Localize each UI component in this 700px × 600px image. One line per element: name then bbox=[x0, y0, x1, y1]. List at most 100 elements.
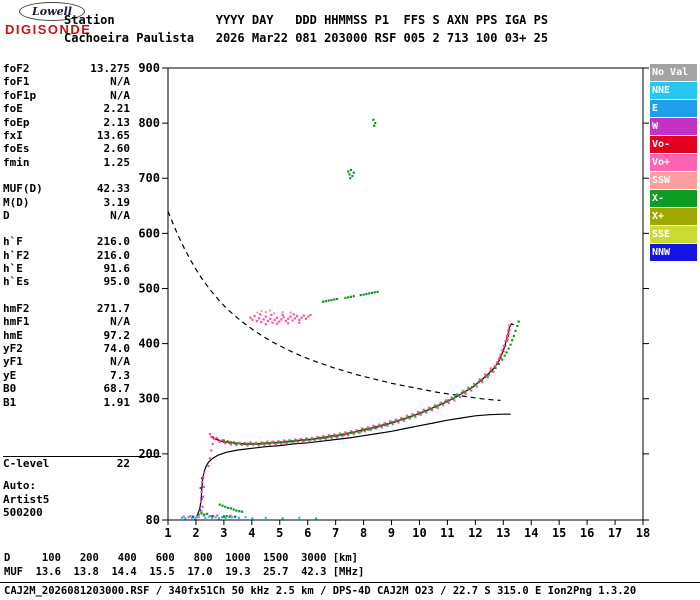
param-row-md: M(D) 3.19 bbox=[3, 196, 130, 209]
param-label: fmin bbox=[3, 155, 30, 169]
param-label: foF1p bbox=[3, 88, 37, 102]
param-label: Auto: bbox=[3, 479, 37, 493]
svg-text:7: 7 bbox=[332, 526, 339, 538]
param-row-ye: yE 7.3 bbox=[3, 369, 130, 382]
header-field-values: Cachoeira Paulista 2026 Mar22 081 203000… bbox=[64, 31, 549, 45]
svg-text:4: 4 bbox=[248, 526, 255, 538]
panel-gap bbox=[3, 289, 130, 302]
param-value: N/A bbox=[110, 355, 130, 369]
param-row-foes: foEs 2.60 bbox=[3, 142, 130, 155]
param-value: 74.0 bbox=[103, 342, 131, 356]
svg-text:15: 15 bbox=[552, 526, 566, 538]
header-field-labels: Station YYYY DAY DDD HHMMSS P1 FFS S AXN… bbox=[64, 13, 549, 27]
legend-item-nnw: NNW bbox=[650, 244, 697, 261]
plot-frame bbox=[167, 67, 644, 521]
param-row-artist5: Artist5 bbox=[3, 493, 130, 506]
param-value: 216.0 bbox=[96, 248, 130, 262]
param-value: 7.3 bbox=[110, 368, 130, 382]
f-trace-o-mode-pink bbox=[208, 324, 511, 447]
param-row-hf: h`F 216.0 bbox=[3, 235, 130, 248]
svg-text:18: 18 bbox=[636, 526, 650, 538]
fitted-virtual-trace bbox=[210, 323, 515, 445]
legend-item-x+: X+ bbox=[650, 208, 697, 225]
panel-gap bbox=[3, 222, 130, 235]
svg-text:10: 10 bbox=[412, 526, 426, 538]
param-row-fof1p: foF1p N/A bbox=[3, 89, 130, 102]
svg-text:14: 14 bbox=[524, 526, 538, 538]
param-value: 2.60 bbox=[103, 142, 131, 156]
svg-text:12: 12 bbox=[468, 526, 482, 538]
legend-item-no-val: No Val bbox=[650, 64, 697, 81]
param-row-yf2: yF2 74.0 bbox=[3, 342, 130, 355]
svg-text:1: 1 bbox=[164, 526, 171, 538]
svg-text:11: 11 bbox=[440, 526, 454, 538]
svg-text:500: 500 bbox=[138, 281, 160, 295]
param-value: 95.0 bbox=[103, 275, 131, 289]
svg-text:900: 900 bbox=[138, 61, 160, 75]
param-row-foep: foEp 2.13 bbox=[3, 116, 130, 129]
footer-divider bbox=[0, 582, 700, 583]
param-label: h`Es bbox=[3, 275, 30, 289]
param-row-yf1: yF1 N/A bbox=[3, 355, 130, 368]
param-label: hmF2 bbox=[3, 301, 30, 315]
param-label: M(D) bbox=[3, 195, 30, 209]
param-label: MUF(D) bbox=[3, 182, 43, 196]
param-label: h`E bbox=[3, 262, 23, 276]
param-value: 42.33 bbox=[96, 182, 130, 196]
svg-text:600: 600 bbox=[138, 226, 160, 240]
y-axis-ticks: 900 800 700 600 500 400 300 200 80 bbox=[138, 61, 649, 527]
parameter-panel: foF2 13.275 foF1 N/A foF1p N/A foE 2.21 foEp 2.13… bbox=[3, 62, 161, 520]
param-value: 271.7 bbox=[96, 301, 130, 315]
svg-text:80: 80 bbox=[146, 513, 160, 527]
svg-text:16: 16 bbox=[580, 526, 594, 538]
param-value: 68.7 bbox=[103, 382, 131, 396]
param-row-clevel: C-level 22 bbox=[3, 457, 130, 470]
param-value: 91.6 bbox=[103, 262, 131, 276]
param-value: N/A bbox=[110, 208, 130, 222]
panel-gap bbox=[3, 169, 130, 182]
param-label: h`F2 bbox=[3, 248, 30, 262]
svg-text:3: 3 bbox=[220, 526, 227, 538]
second-hop-o-pink bbox=[249, 313, 312, 326]
svg-text:13: 13 bbox=[496, 526, 510, 538]
legend-item-e: E bbox=[650, 100, 697, 117]
f-trace-x-mode-green bbox=[222, 320, 520, 445]
legend-item-sse: SSE bbox=[650, 226, 697, 243]
param-label: foEs bbox=[3, 142, 30, 156]
logo-lowell-text: Lowell bbox=[32, 5, 72, 18]
param-label: yE bbox=[3, 368, 17, 382]
param-row-b0: B0 68.7 bbox=[3, 382, 130, 395]
panel-gap bbox=[3, 470, 130, 479]
param-row-hes: h`Es 95.0 bbox=[3, 275, 130, 288]
param-row-d: D N/A bbox=[3, 209, 130, 222]
param-label: Artist5 bbox=[3, 492, 50, 506]
param-value: 3.19 bbox=[103, 195, 131, 209]
svg-text:17: 17 bbox=[608, 526, 622, 538]
param-value: 1.25 bbox=[103, 155, 131, 169]
svg-text:5: 5 bbox=[276, 526, 283, 538]
param-label: foE bbox=[3, 102, 23, 116]
param-label: B1 bbox=[3, 395, 17, 409]
distance-row: D 100 200 400 600 800 1000 1500 3000 [km… bbox=[4, 552, 359, 564]
e-region-cyan bbox=[180, 515, 318, 520]
legend-item-ssw: SSW bbox=[650, 172, 697, 189]
param-value: 22 bbox=[116, 456, 130, 470]
param-label: yF1 bbox=[3, 355, 23, 369]
e-region-blue bbox=[192, 477, 237, 518]
param-label: fxI bbox=[3, 128, 23, 142]
param-row-hmf1: hmF1 N/A bbox=[3, 315, 130, 328]
param-row-foe: foE 2.21 bbox=[3, 102, 130, 115]
x-axis-ticks: 1 2 3 4 5 6 7 8 9 10 11 12 13 14 15 16 17 18 bbox=[164, 520, 650, 538]
legend-item-vo-: Vo- bbox=[650, 136, 697, 153]
muf-row: MUF 13.6 13.8 14.4 15.5 17.0 19.3 25.7 4… bbox=[4, 566, 365, 578]
param-row-b1: B1 1.91 bbox=[3, 396, 130, 409]
svg-text:300: 300 bbox=[138, 392, 160, 406]
param-row-fmin: fmin 1.25 bbox=[3, 156, 130, 169]
svg-text:8: 8 bbox=[360, 526, 367, 538]
param-row-hf2: h`F2 216.0 bbox=[3, 249, 130, 262]
param-row-he: h`E 91.6 bbox=[3, 262, 130, 275]
svg-text:6: 6 bbox=[304, 526, 311, 538]
second-hop-x-green bbox=[322, 290, 379, 303]
param-label: foF2 bbox=[3, 62, 30, 75]
